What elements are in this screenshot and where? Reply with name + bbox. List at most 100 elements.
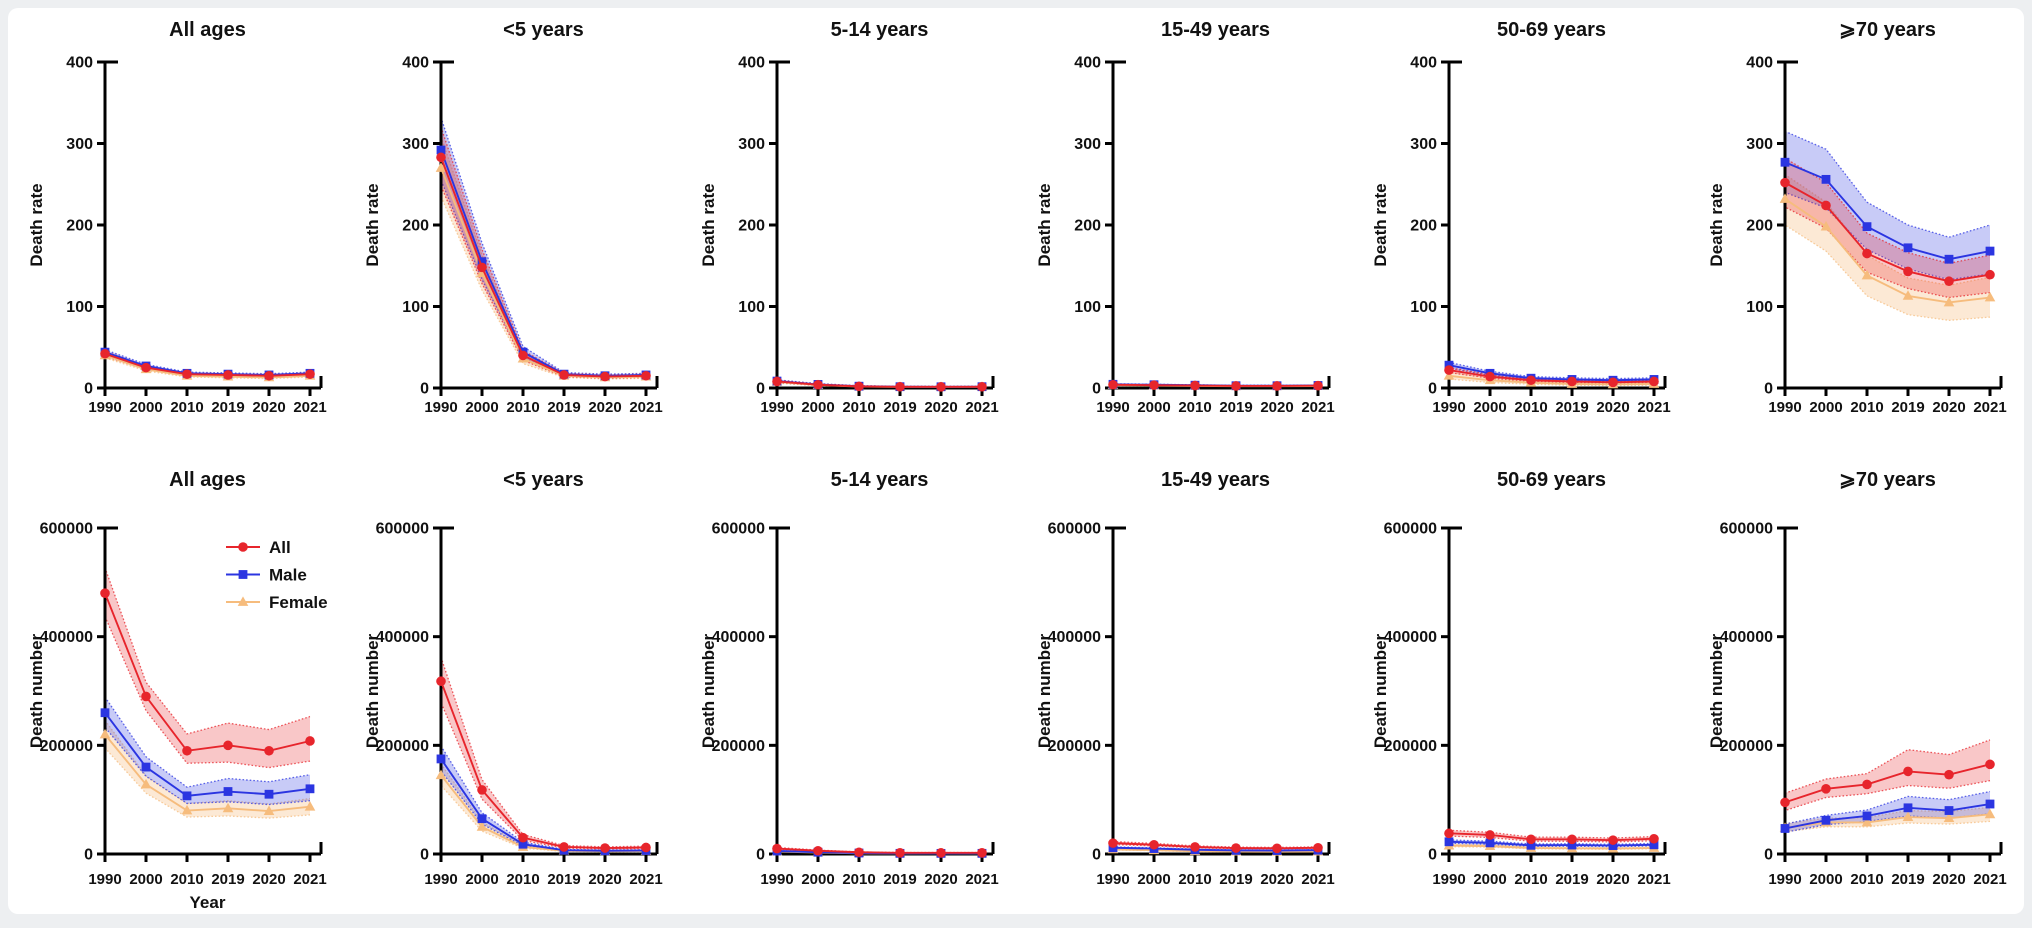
- series-line-female: [104, 733, 311, 813]
- x-tick-label: 1990: [88, 399, 121, 416]
- chart-title: 50-69 years: [1497, 19, 1606, 41]
- x-tick-label: 2021: [293, 871, 326, 888]
- x-tick-label: 2021: [293, 399, 326, 416]
- legend-label-all: All: [269, 538, 291, 557]
- series-line-male: [440, 758, 647, 852]
- y-tick-label: 100: [738, 299, 765, 316]
- x-tick-label: 1990: [1432, 399, 1465, 416]
- axes: [433, 526, 659, 862]
- series-line-male: [1448, 840, 1655, 847]
- x-tick-label: 2010: [842, 399, 875, 416]
- y-tick-label: 100: [402, 299, 429, 316]
- chart-title: 5-14 years: [831, 19, 929, 41]
- chart-title: 15-49 years: [1161, 469, 1270, 491]
- y-tick-label: 0: [756, 381, 765, 398]
- chart-death-number-15-49-years: 15-49 years 0 200000 400000 600000 1990 2000 20…: [1016, 460, 1352, 913]
- y-tick-label: 0: [1092, 847, 1101, 864]
- plot-svg: 5-14 years 0 200000 400000 600000 1990 2000 201…: [699, 469, 999, 888]
- x-tick-label: 2000: [801, 871, 834, 888]
- x-tick-label: 2000: [1137, 399, 1170, 416]
- chart-death-rate-15-49-years: 15-49 years 0 100 200 300 400 1990 2000 2010 2019…: [1016, 8, 1352, 460]
- axes: [769, 526, 995, 862]
- series-line-all: [1448, 832, 1655, 842]
- x-tick-label: 2010: [506, 399, 539, 416]
- x-tick-label: 2021: [1973, 871, 2006, 888]
- x-tick-label: 2020: [1932, 399, 1965, 416]
- plot-svg: 15-49 years 0 200000 400000 600000 1990 2000 20…: [1035, 469, 1335, 888]
- x-tick-label: 2019: [1891, 871, 1924, 888]
- x-tick-label: 2019: [211, 399, 244, 416]
- confidence-band: [1785, 158, 1990, 298]
- x-tick-label: 1990: [1096, 399, 1129, 416]
- x-tick-label: 2019: [547, 871, 580, 888]
- series-line-all: [1784, 181, 1991, 283]
- series-line-female: [1112, 848, 1319, 853]
- y-tick-label: 400000: [1384, 629, 1437, 646]
- chart-death-rate-5-14-years: 5-14 years 0 100 200 300 400 1990 2000 2010 2019 2…: [680, 8, 1016, 460]
- x-tick-label: 1990: [1768, 399, 1801, 416]
- chart-death-number-50-69-years: 50-69 years 0 200000 400000 600000 1990 2000 20…: [1352, 460, 1688, 913]
- x-tick-label: 2020: [252, 399, 285, 416]
- chart-death-rate-50-69-years: 50-69 years 0 100 200 300 400 1990 2000 2010 2019…: [1352, 8, 1688, 460]
- x-tick-label: 2021: [629, 399, 662, 416]
- x-tick-label: 2019: [211, 871, 244, 888]
- x-tick-label: 2010: [1514, 871, 1547, 888]
- x-tick-label: 2020: [924, 399, 957, 416]
- y-tick-label: 0: [1092, 381, 1101, 398]
- y-axis-label: Death rate: [1035, 183, 1054, 266]
- series-line-all: [440, 157, 647, 378]
- y-tick-label: 200000: [1720, 738, 1773, 755]
- confidence-band: [441, 763, 646, 852]
- series-line-male: [1112, 846, 1319, 852]
- y-tick-label: 400: [402, 55, 429, 72]
- x-tick-label: 1990: [424, 871, 457, 888]
- y-tick-label: 100: [1074, 299, 1101, 316]
- y-tick-label: 400000: [1048, 629, 1101, 646]
- plot-svg: ⩾70 years 0 100 200 300 400 1990 2000 2010 2019 20…: [1707, 19, 2007, 416]
- x-tick-label: 2010: [506, 871, 539, 888]
- y-axis-label: Death rate: [1707, 183, 1726, 266]
- confidence-band: [105, 352, 310, 379]
- confidence-band: [1449, 372, 1654, 386]
- x-tick-label: 2021: [629, 871, 662, 888]
- x-tick-label: 2010: [1514, 399, 1547, 416]
- y-tick-label: 200000: [40, 738, 93, 755]
- y-axis-label: Death number: [1035, 633, 1054, 748]
- x-tick-label: 2021: [1301, 399, 1334, 416]
- x-tick-label: 2000: [1473, 399, 1506, 416]
- y-tick-label: 200: [1410, 218, 1437, 235]
- legend-label-female: Female: [269, 593, 328, 612]
- y-tick-label: 0: [420, 381, 429, 398]
- y-tick-label: 600000: [1720, 521, 1773, 538]
- series-line-female: [104, 354, 311, 379]
- x-tick-label: 1990: [760, 399, 793, 416]
- x-tick-label: 2021: [1637, 399, 1670, 416]
- axes: [1441, 526, 1667, 862]
- y-tick-label: 0: [1428, 381, 1437, 398]
- x-tick-label: 2021: [1973, 399, 2006, 416]
- x-tick-label: 2000: [129, 871, 162, 888]
- series-line-all: [776, 847, 983, 854]
- axes: [433, 60, 659, 396]
- y-tick-label: 600000: [1384, 521, 1437, 538]
- y-tick-label: 600000: [376, 521, 429, 538]
- series-line-female: [1448, 844, 1655, 850]
- y-tick-label: 400: [738, 55, 765, 72]
- x-tick-label: 2020: [1596, 871, 1629, 888]
- x-tick-label: 2020: [924, 871, 957, 888]
- x-tick-label: 2019: [883, 399, 916, 416]
- x-tick-label: 2000: [1809, 871, 1842, 888]
- axes: [97, 60, 323, 396]
- y-tick-label: 0: [1764, 847, 1773, 864]
- axes: [1105, 526, 1331, 862]
- x-tick-label: 2021: [965, 399, 998, 416]
- y-tick-label: 0: [84, 381, 93, 398]
- axes: [1105, 60, 1331, 396]
- x-tick-label: 2010: [1850, 399, 1883, 416]
- y-tick-label: 200000: [1048, 738, 1101, 755]
- y-axis-label: Death number: [699, 633, 718, 748]
- chart-title: <5 years: [503, 19, 584, 41]
- x-tick-label: 2000: [465, 399, 498, 416]
- x-tick-label: 2020: [1260, 399, 1293, 416]
- y-tick-label: 200000: [712, 738, 765, 755]
